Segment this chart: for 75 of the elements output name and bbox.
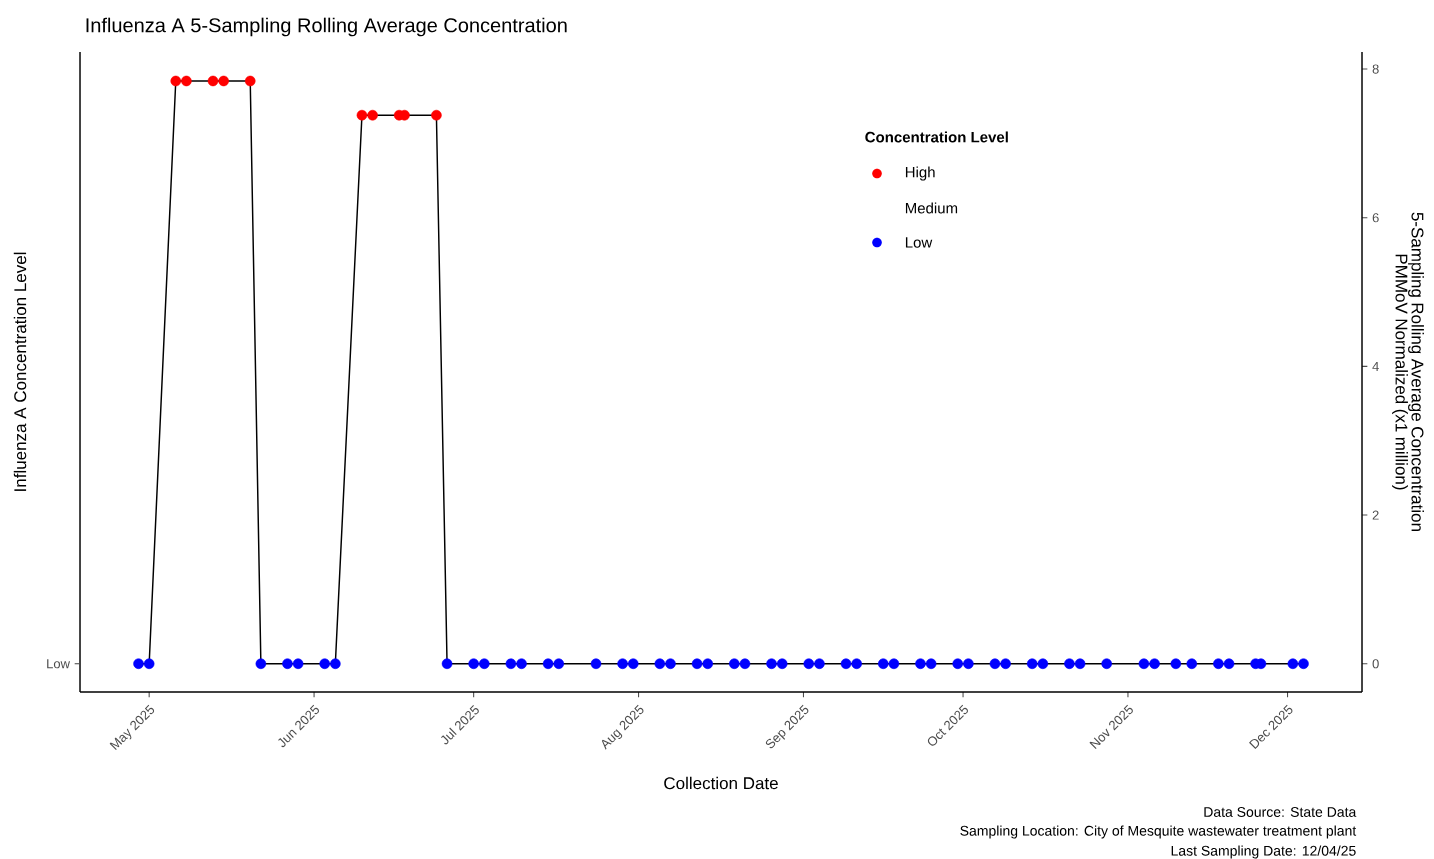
y2-tick-label: 4	[1372, 361, 1379, 371]
text: Low	[47, 659, 71, 669]
point	[989, 658, 1001, 670]
point	[181, 75, 192, 87]
point	[468, 658, 479, 670]
point	[1298, 658, 1309, 670]
point	[1186, 658, 1198, 670]
point	[367, 109, 378, 121]
point	[729, 658, 740, 670]
text: Medium	[905, 202, 958, 214]
point	[925, 658, 937, 670]
point	[479, 658, 490, 670]
point	[1026, 658, 1038, 670]
point	[803, 658, 815, 670]
point	[356, 109, 368, 121]
point	[1074, 658, 1086, 670]
point	[654, 658, 666, 670]
point	[553, 658, 565, 670]
legend-label: High	[905, 166, 935, 181]
point	[1223, 658, 1235, 670]
point	[1213, 658, 1224, 670]
point	[218, 75, 229, 87]
y2-tick-label: 6	[1372, 213, 1379, 223]
point	[1101, 658, 1112, 670]
point	[1287, 658, 1299, 670]
point	[319, 658, 330, 670]
legend-label: Low	[905, 237, 933, 248]
legend-title: Concentration Level	[865, 131, 1008, 143]
point	[133, 658, 144, 670]
x-axis-title: Collection Date	[664, 776, 778, 790]
point	[627, 658, 639, 670]
point	[516, 658, 527, 670]
point	[952, 658, 963, 670]
point	[702, 658, 713, 670]
text: Last Sampling Date: 12/04/25	[1171, 845, 1356, 859]
point	[1149, 658, 1160, 670]
point	[282, 658, 293, 670]
source-note: Data Source: State Data	[1204, 807, 1357, 817]
point	[590, 658, 602, 670]
point	[617, 658, 628, 670]
text: Sampling Location: City of Mesquite wastewater treatment plant	[960, 825, 1357, 839]
point	[255, 658, 267, 670]
point	[963, 658, 974, 670]
y-axis-title: Influenza A Concentration Level	[13, 252, 27, 491]
point	[1170, 658, 1182, 670]
y2-tick-label: 0	[1372, 659, 1379, 669]
point	[441, 658, 453, 670]
point	[888, 658, 900, 670]
chart-title: Influenza A 5-Sampling Rolling Average Concentration	[86, 17, 567, 37]
point	[330, 658, 341, 670]
point	[766, 658, 777, 670]
point	[431, 109, 442, 121]
point	[505, 658, 517, 670]
point	[542, 658, 554, 670]
point	[915, 658, 926, 670]
y2-axis-title: 5-Sampling Rolling Average Concentration PMMoV Normalized (x1 million)	[1392, 212, 1424, 531]
point	[170, 75, 182, 87]
y2-tick-label: 2	[1372, 510, 1379, 520]
point	[1000, 658, 1011, 670]
point	[776, 658, 788, 670]
y2-tick-label: 8	[1372, 64, 1379, 74]
point	[292, 658, 304, 670]
point	[877, 658, 889, 670]
point	[739, 658, 751, 670]
point	[691, 658, 703, 670]
point	[1064, 658, 1075, 670]
point	[814, 658, 825, 670]
point	[840, 658, 852, 670]
point	[207, 75, 219, 87]
point	[665, 658, 676, 670]
point	[1037, 658, 1049, 670]
point	[851, 658, 862, 670]
point	[244, 75, 256, 87]
point	[1138, 658, 1150, 670]
point	[143, 658, 155, 670]
